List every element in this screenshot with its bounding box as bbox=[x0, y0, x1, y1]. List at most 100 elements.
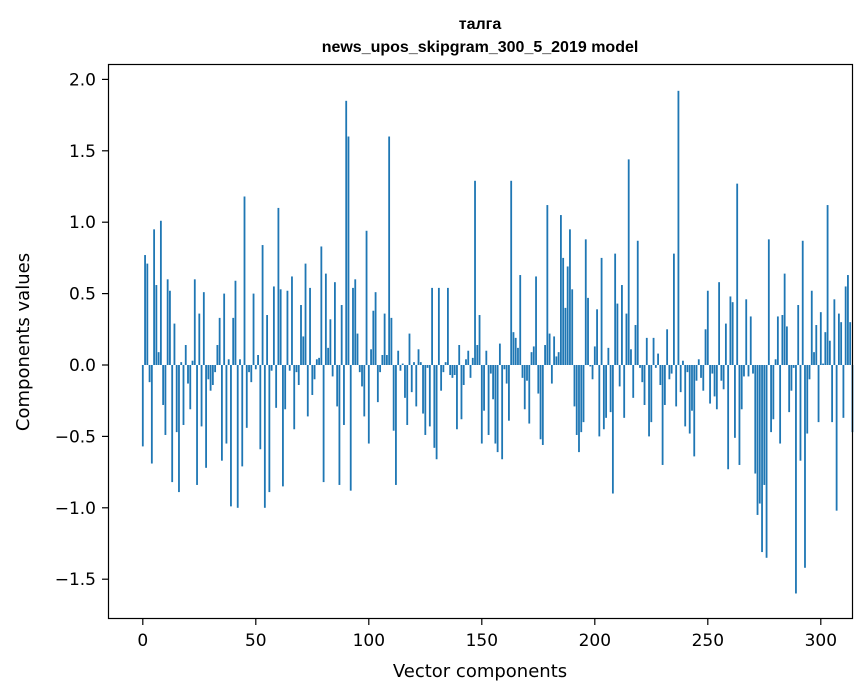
bar-component-108 bbox=[385, 355, 388, 365]
x-tick-label: 0 bbox=[137, 631, 148, 651]
bar-component-106 bbox=[381, 355, 384, 365]
bar-component-87 bbox=[338, 365, 341, 485]
bar-component-83 bbox=[329, 319, 332, 365]
bar-component-257 bbox=[722, 365, 725, 390]
bar-component-66 bbox=[291, 276, 293, 365]
bar-component-159 bbox=[501, 365, 504, 460]
bar-component-54 bbox=[263, 365, 266, 508]
bar-component-282 bbox=[779, 365, 782, 444]
bar-component-161 bbox=[505, 365, 508, 384]
bar-component-142 bbox=[462, 365, 465, 385]
bar-component-20 bbox=[187, 365, 189, 384]
bar-component-157 bbox=[496, 365, 499, 453]
bar-component-244 bbox=[693, 365, 696, 457]
bar-component-127 bbox=[428, 365, 431, 427]
bar-component-119 bbox=[410, 365, 413, 393]
bar-component-113 bbox=[397, 350, 400, 365]
bar-component-256 bbox=[720, 365, 723, 381]
bar-component-230 bbox=[661, 365, 664, 465]
x-axis-title: Vector components bbox=[393, 661, 567, 682]
bar-component-246 bbox=[697, 359, 700, 365]
y-tick-label: 1.0 bbox=[69, 213, 96, 233]
bar-component-284 bbox=[783, 273, 786, 365]
bar-component-169 bbox=[523, 365, 526, 410]
bar-component-52 bbox=[259, 365, 262, 450]
bar-component-265 bbox=[740, 365, 743, 410]
bar-component-235 bbox=[673, 253, 675, 365]
bar-component-203 bbox=[600, 257, 603, 365]
chart-title: талга bbox=[459, 16, 502, 33]
bar-component-275 bbox=[763, 365, 766, 485]
bar-component-139 bbox=[456, 365, 458, 430]
bar-component-202 bbox=[598, 365, 601, 437]
bar-component-57 bbox=[270, 365, 273, 371]
bar-component-240 bbox=[684, 365, 687, 427]
bar-component-185 bbox=[560, 215, 562, 365]
bar-component-120 bbox=[413, 362, 415, 365]
bar-component-294 bbox=[806, 365, 809, 434]
bar-component-82 bbox=[327, 347, 330, 365]
bar-component-252 bbox=[711, 365, 714, 374]
bar-component-91 bbox=[347, 136, 350, 365]
bar-component-102 bbox=[372, 310, 375, 365]
bar-component-143 bbox=[465, 359, 467, 365]
bar-component-243 bbox=[691, 365, 693, 411]
bar-component-48 bbox=[250, 365, 253, 383]
bar-component-167 bbox=[519, 275, 522, 365]
bar-component-290 bbox=[797, 305, 800, 365]
bar-component-271 bbox=[754, 365, 757, 474]
bar-component-170 bbox=[526, 365, 528, 381]
bar-component-115 bbox=[401, 363, 404, 365]
bar-component-136 bbox=[449, 365, 452, 375]
chart-subtitle: news_upos_skipgram_300_5_2019 model bbox=[322, 39, 639, 56]
bar-component-131 bbox=[437, 287, 440, 365]
bar-component-238 bbox=[679, 365, 682, 393]
bar-component-86 bbox=[336, 365, 339, 407]
bar-component-39 bbox=[230, 365, 232, 507]
bar-component-150 bbox=[480, 365, 483, 444]
bar-component-292 bbox=[801, 240, 804, 365]
bar-component-104 bbox=[376, 365, 379, 403]
bar-component-190 bbox=[571, 289, 574, 365]
bar-component-107 bbox=[383, 313, 386, 365]
bar-component-247 bbox=[700, 365, 702, 378]
bar-component-300 bbox=[819, 312, 822, 365]
bar-component-172 bbox=[530, 352, 533, 365]
bar-component-154 bbox=[489, 365, 492, 374]
bar-component-72 bbox=[304, 263, 307, 365]
x-axis: 0 50 100 150 200 250 300 Vector componen… bbox=[137, 619, 837, 682]
bar-component-295 bbox=[808, 365, 811, 380]
bar-component-51 bbox=[257, 355, 259, 365]
bar-component-267 bbox=[745, 299, 748, 365]
bar-component-165 bbox=[514, 337, 517, 365]
bar-component-263 bbox=[736, 183, 739, 365]
bar-component-189 bbox=[569, 229, 571, 365]
bar-component-255 bbox=[718, 282, 721, 365]
bar-component-273 bbox=[758, 365, 761, 504]
bar-component-225 bbox=[650, 365, 653, 423]
bar-component-37 bbox=[225, 365, 228, 444]
bar-component-293 bbox=[804, 365, 806, 568]
bar-component-226 bbox=[652, 337, 655, 365]
bar-component-138 bbox=[453, 365, 456, 375]
bar-component-210 bbox=[616, 303, 619, 365]
bar-component-178 bbox=[544, 345, 546, 365]
bar-component-93 bbox=[352, 287, 354, 365]
bar-component-95 bbox=[356, 333, 359, 365]
bar-component-200 bbox=[593, 346, 596, 365]
bar-component-222 bbox=[643, 365, 646, 405]
y-tick-label: 0.0 bbox=[69, 356, 96, 376]
bar-component-71 bbox=[302, 336, 305, 365]
bar-component-33 bbox=[216, 345, 219, 365]
bar-component-133 bbox=[442, 365, 445, 373]
bar-component-47 bbox=[248, 365, 250, 373]
bar-component-0 bbox=[141, 365, 144, 447]
bar-component-28 bbox=[205, 365, 207, 468]
bar-component-163 bbox=[510, 180, 513, 365]
bar-component-31 bbox=[211, 365, 214, 385]
bar-component-41 bbox=[234, 280, 237, 365]
bar-component-305 bbox=[831, 365, 834, 423]
bar-component-204 bbox=[602, 365, 605, 430]
bar-component-32 bbox=[214, 365, 217, 373]
bar-component-10 bbox=[164, 365, 167, 435]
